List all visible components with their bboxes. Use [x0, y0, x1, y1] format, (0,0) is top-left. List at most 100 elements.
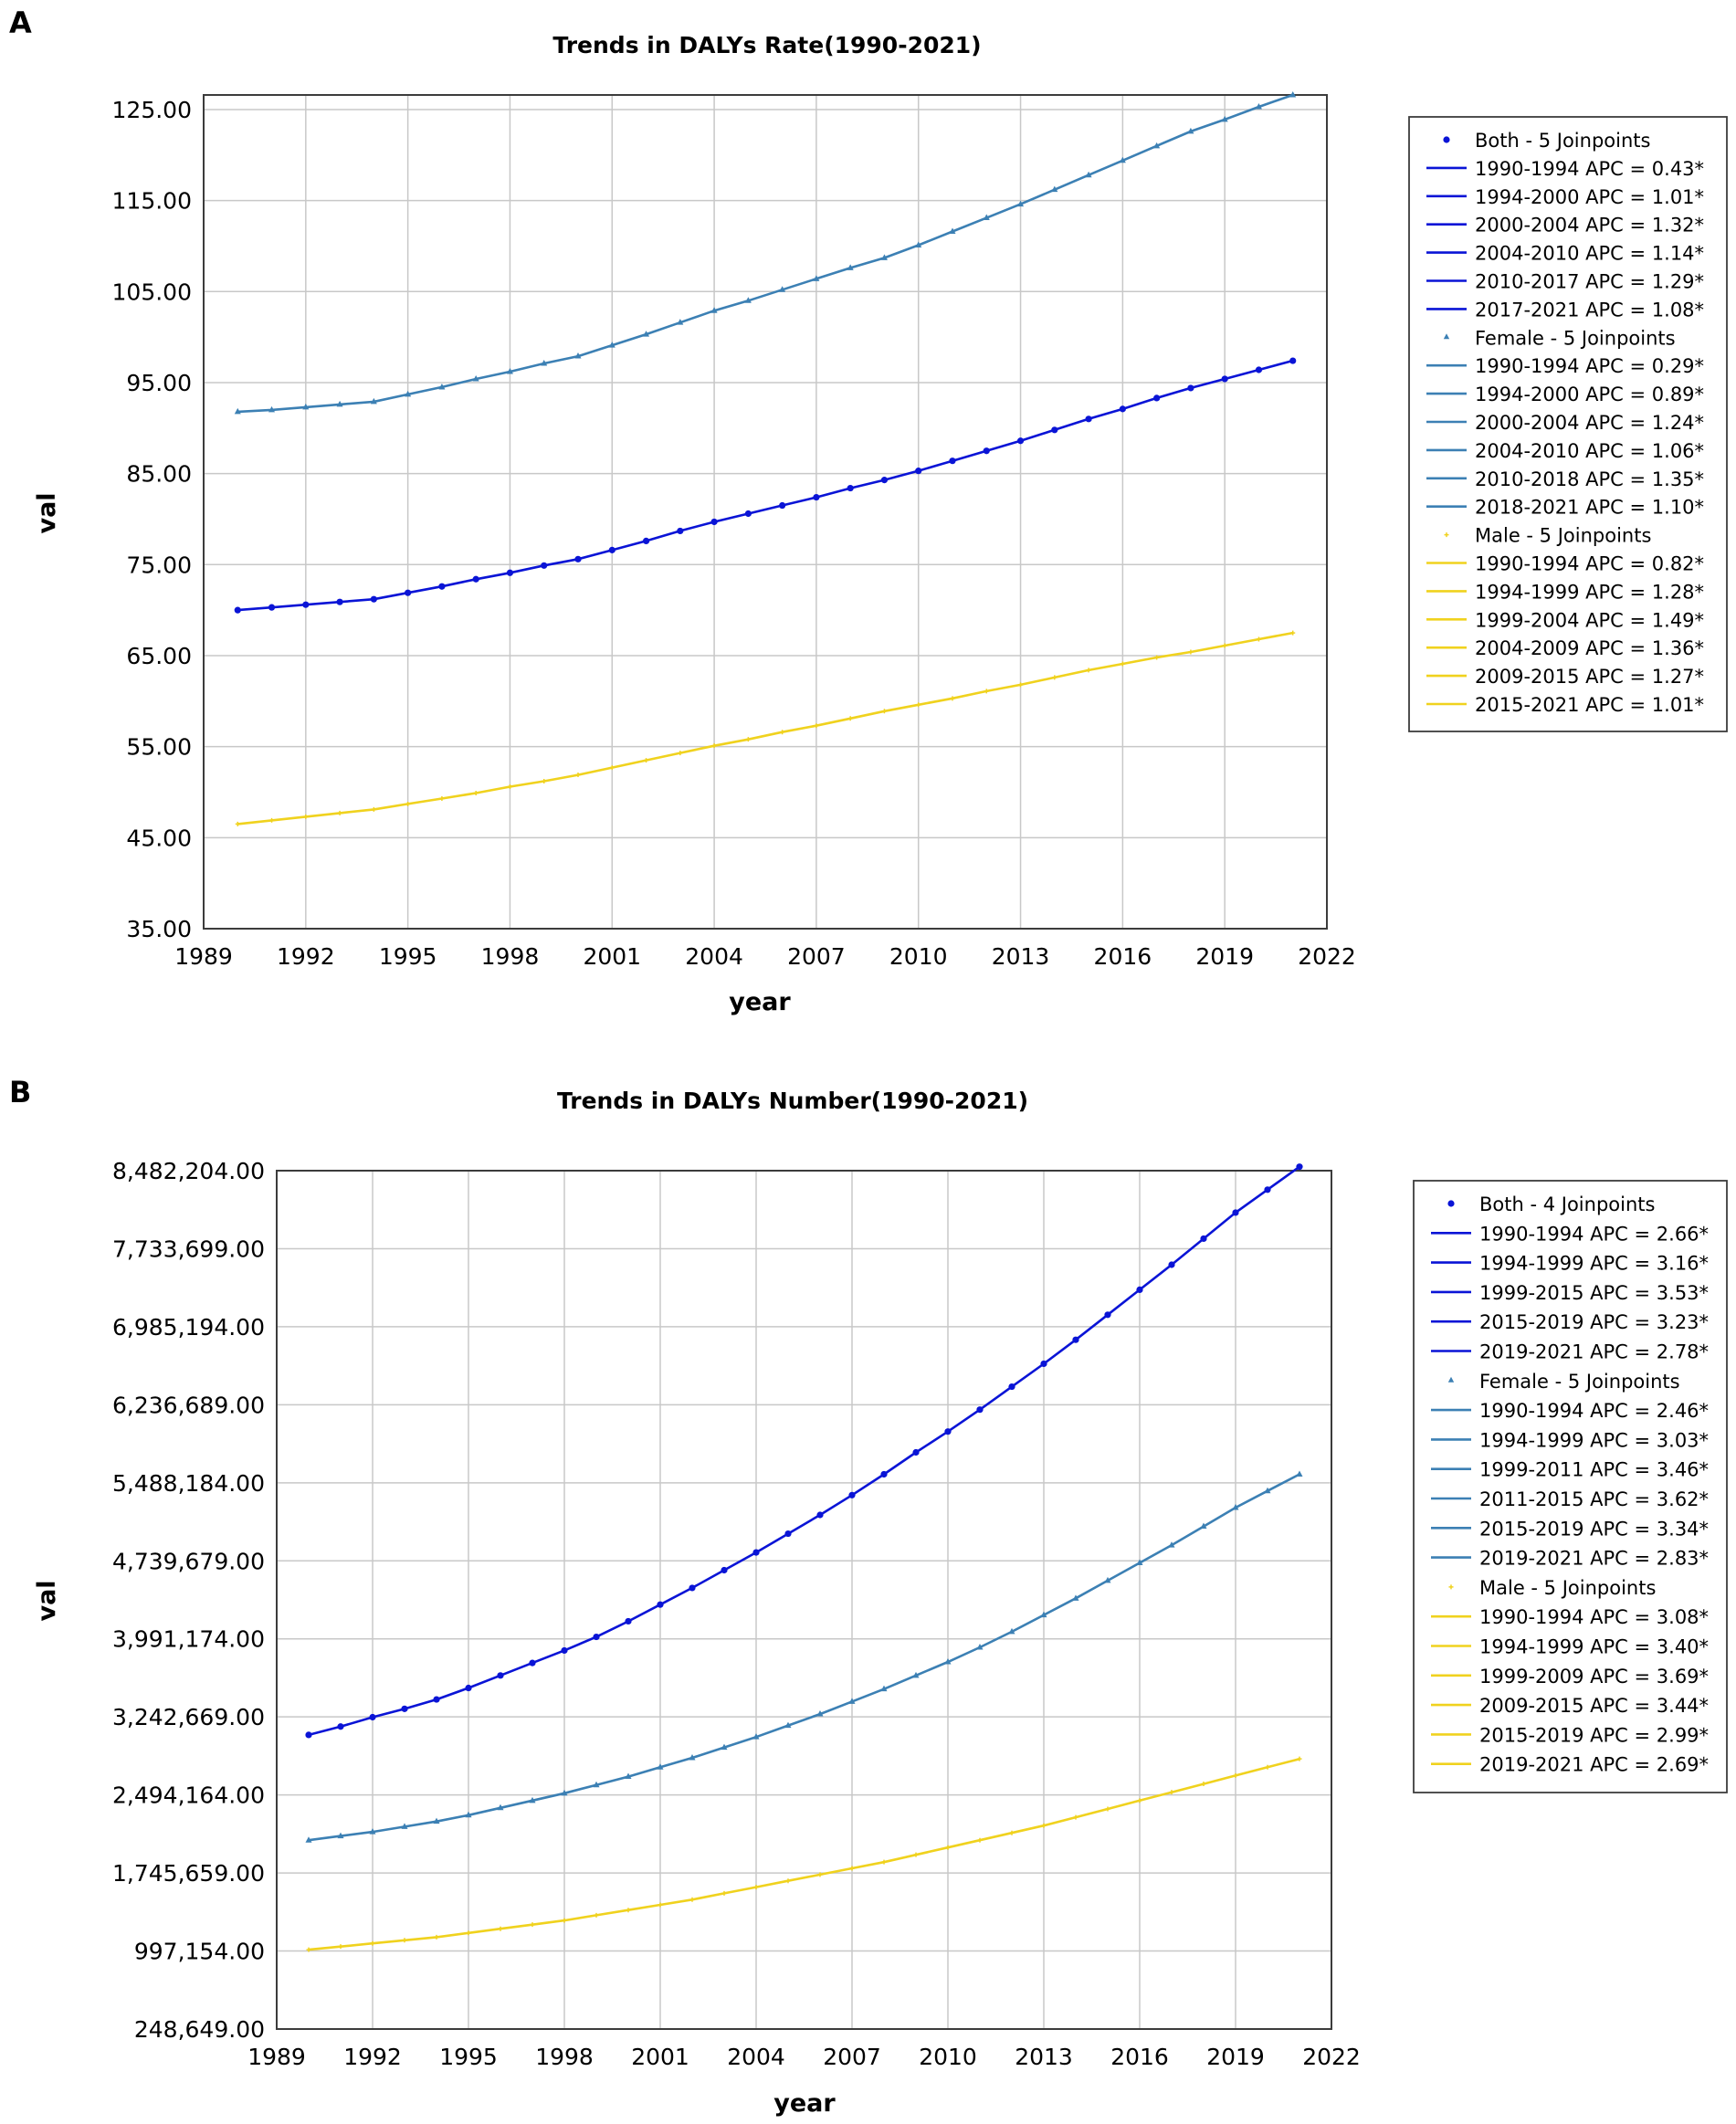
legend-entry: Female - 5 Joinpoints [1479, 1371, 1680, 1393]
data-point-female [880, 254, 888, 260]
panel-0-chart: A Trends in DALYs Rate(1990-2021) 1989 1992… [9, 5, 1728, 1016]
data-point-male [1120, 661, 1125, 667]
data-point-both [234, 606, 241, 614]
legend-entry: 2004-2009 APC = 1.36* [1475, 637, 1704, 659]
data-point-male [235, 821, 240, 826]
data-point-female [1289, 91, 1297, 98]
legend: Both - 4 Joinpoints 1990-1994 APC = 2.66*… [1413, 1180, 1728, 1793]
y-tick-label: 3,242,669.00 [112, 1704, 265, 1730]
x-tick-label: 2019 [1195, 943, 1254, 970]
data-point-both [1072, 1336, 1079, 1343]
data-point-male [945, 1845, 951, 1850]
data-point-male [594, 1912, 599, 1918]
data-point-both [848, 1491, 856, 1498]
data-point-both [1264, 1186, 1271, 1193]
x-tick-label: 2010 [919, 2044, 977, 2070]
legend-entry: 1999-2015 APC = 3.53* [1479, 1282, 1709, 1304]
data-point-female [506, 368, 513, 374]
data-point-female [593, 1781, 600, 1788]
data-point-female [1085, 171, 1092, 178]
x-tick-label: 2007 [787, 943, 846, 970]
legend-entry: 2009-2015 APC = 3.44* [1479, 1695, 1709, 1717]
legend-entry: 2010-2017 APC = 1.29* [1475, 271, 1704, 293]
data-point-both [976, 1406, 984, 1414]
data-point-male [1105, 1806, 1110, 1812]
data-point-male [562, 1918, 567, 1923]
legend-box [1413, 1180, 1728, 1793]
data-point-male [507, 784, 512, 790]
data-point-male [575, 773, 581, 778]
legend-entry: 1990-1994 APC = 0.82* [1475, 553, 1704, 575]
data-point-both [744, 510, 752, 518]
data-point-female [234, 407, 241, 415]
data-point-female [370, 397, 377, 405]
data-point-both [438, 583, 446, 590]
legend-entry: 1990-1994 APC = 2.46* [1479, 1400, 1709, 1422]
data-point-female [1119, 156, 1126, 163]
data-point-male [402, 1938, 407, 1943]
x-tick-label: 2001 [631, 2044, 689, 2070]
data-point-male [1086, 668, 1091, 673]
data-point-both [983, 447, 990, 455]
data-point-male [626, 1908, 631, 1913]
plot-area [277, 1171, 1331, 2029]
data-point-both [657, 1601, 664, 1608]
series-male [306, 1756, 1302, 1952]
y-tick-label: 55.00 [126, 734, 192, 761]
data-point-both [370, 595, 377, 603]
data-point-male [530, 1922, 535, 1928]
data-point-female [721, 1743, 728, 1751]
data-point-both [625, 1617, 632, 1625]
data-point-both [813, 493, 820, 501]
data-point-female [369, 1828, 376, 1835]
data-point-female [1187, 127, 1194, 134]
data-point-both [1040, 1360, 1047, 1368]
data-point-female [1264, 1487, 1271, 1494]
data-point-male [1052, 675, 1057, 680]
data-point-male [1009, 1830, 1015, 1835]
x-tick-label: 2016 [1094, 943, 1152, 970]
data-point-male [439, 795, 445, 801]
data-point-male [1256, 636, 1261, 642]
data-point-male [1073, 1814, 1078, 1820]
data-point-female [1296, 1470, 1303, 1477]
y-tick-label: 85.00 [126, 461, 192, 488]
legend-entry: 2015-2019 APC = 2.99* [1479, 1724, 1709, 1746]
data-point-male [745, 737, 751, 742]
x-tick-label: 2013 [1015, 2044, 1073, 2070]
series-male [235, 630, 1296, 826]
plot-area [204, 95, 1327, 929]
data-point-female [643, 331, 650, 337]
legend-entry: Male - 5 Joinpoints [1475, 525, 1651, 547]
data-point-male [711, 743, 717, 749]
legend-entry: 1994-1999 APC = 3.03* [1479, 1429, 1709, 1451]
series-female [305, 1470, 1303, 1843]
x-tick-label: 1989 [247, 2044, 306, 2070]
data-point-female [976, 1643, 984, 1650]
data-point-male [1290, 630, 1296, 636]
data-point-female [497, 1803, 504, 1811]
x-tick-label: 1992 [343, 2044, 402, 2070]
legend-entry: 1999-2009 APC = 3.69* [1479, 1666, 1709, 1688]
data-point-male [542, 779, 547, 784]
x-tick-label: 2013 [992, 943, 1050, 970]
series-line-both [308, 1165, 1300, 1737]
data-point-male [337, 810, 342, 815]
data-point-both [1289, 357, 1297, 364]
data-point-male [1188, 649, 1194, 655]
data-point-male [306, 1947, 311, 1952]
data-point-both [305, 1731, 312, 1739]
x-axis-label: year [773, 2089, 836, 2118]
data-point-female [915, 241, 922, 247]
data-point-male [466, 1930, 471, 1936]
legend-entry: 1994-1999 APC = 1.28* [1475, 581, 1704, 603]
legend-entry: 2004-2010 APC = 1.06* [1475, 440, 1704, 462]
data-point-female [1051, 185, 1058, 193]
data-point-both [1119, 405, 1126, 413]
x-tick-label: 2004 [685, 943, 743, 970]
data-point-both [642, 537, 650, 544]
data-point-female [465, 1811, 472, 1818]
data-point-both [912, 1448, 920, 1456]
data-point-female [561, 1789, 568, 1796]
legend-entry: 2015-2021 APC = 1.01* [1475, 694, 1704, 716]
